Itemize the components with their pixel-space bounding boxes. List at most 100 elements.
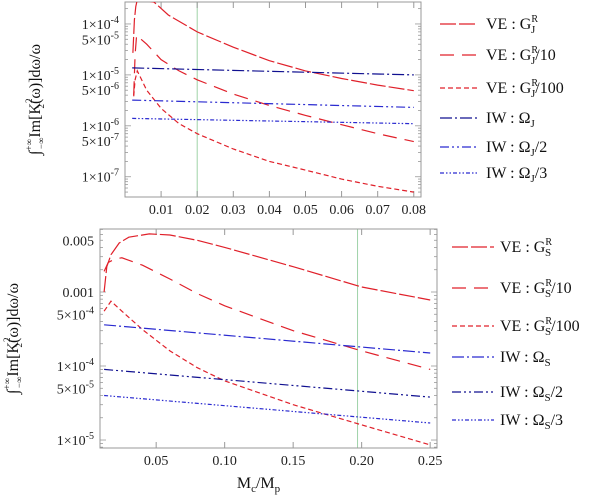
plot-frame xyxy=(99,228,438,449)
legend-label: VE : GR J/10 xyxy=(486,45,556,67)
series-line-4 xyxy=(104,368,431,398)
legend-label: VE : GR S xyxy=(500,237,552,259)
tick-mantissa: 5×10 xyxy=(82,84,111,99)
legend-label: VE : GR S/10 xyxy=(500,278,572,300)
legend-label-sub: S xyxy=(545,326,551,338)
series-line-2 xyxy=(133,69,414,193)
y-tick-label: 5×10-5 xyxy=(82,30,119,48)
y-label-part: ∫ xyxy=(27,149,45,156)
tick-exponent: -5 xyxy=(86,431,94,442)
legend-label-suffix: /2 xyxy=(535,139,547,156)
y-label-sub: −∞ xyxy=(36,138,46,150)
series-line-1 xyxy=(133,34,414,143)
legend-label-sup: R xyxy=(545,278,552,289)
legend-label-main: VE : G xyxy=(500,318,546,335)
x-tick-label: 0.25 xyxy=(418,454,443,469)
y-tick-label: 1×10-7 xyxy=(82,168,119,186)
y-axis-label: ∫+∞ −∞Im[K22(ω)]dω/ω xyxy=(24,44,46,156)
tick-exponent: -4 xyxy=(111,15,119,26)
y-tick-label: 5×10-6 xyxy=(82,81,119,99)
legend-label: IW : ΩJ/3 xyxy=(486,165,547,185)
series-line-3 xyxy=(104,324,431,354)
series-line-1 xyxy=(103,257,431,370)
x-tick-label: 0.20 xyxy=(349,454,374,469)
legend-label: VE : GR J/100 xyxy=(486,78,564,100)
legend-label-main: VE : G xyxy=(500,239,546,256)
legend-label-sub: J xyxy=(530,173,535,185)
x-tick-label: 0.15 xyxy=(281,454,306,469)
legend-label-main: VE : G xyxy=(486,16,532,33)
legend-label-suffix: /3 xyxy=(551,412,563,429)
legend-label-suffix: /10 xyxy=(551,280,571,297)
y-tick-label: 1×10-6 xyxy=(82,117,119,135)
series-line-4 xyxy=(132,99,414,108)
x-label-part: /M xyxy=(256,475,275,492)
tick-mantissa: 1×10 xyxy=(82,69,111,84)
y-tick-label: 0.001 xyxy=(63,286,95,301)
legend-label-main: IW : Ω xyxy=(500,384,545,401)
y-tick-label: 5×10-4 xyxy=(57,305,94,323)
legend-label-sub: J xyxy=(531,55,536,67)
x-tick-label: 0.10 xyxy=(212,454,237,469)
series-line-3 xyxy=(132,67,414,76)
legend-label-main: IW : Ω xyxy=(486,110,531,127)
legend-label-main: VE : G xyxy=(486,47,532,64)
legend-label: IW : ΩS/3 xyxy=(500,412,563,432)
x-tick-label: 0.02 xyxy=(185,203,210,218)
legend-label-sub: S xyxy=(544,357,550,369)
y-tick-label: 0.005 xyxy=(63,234,95,249)
tick-mantissa: 5×10 xyxy=(57,382,86,397)
legend-label-main: VE : G xyxy=(486,80,532,97)
legend-label-main: IW : Ω xyxy=(486,165,531,182)
legend-label: IW : ΩJ/2 xyxy=(486,139,547,159)
tick-mantissa: 5×10 xyxy=(82,135,111,150)
legend-label-sup: R xyxy=(531,14,538,25)
series-line-5 xyxy=(104,394,431,424)
legend-label-sub: S xyxy=(545,288,551,300)
x-tick-label: 0.03 xyxy=(221,203,246,218)
legend-label-sup: R xyxy=(545,316,552,327)
tick-mantissa: 1×10 xyxy=(57,360,86,375)
y-tick-label: 1×10-4 xyxy=(57,357,94,375)
y-label-sup: 2 xyxy=(24,98,34,103)
legend-label-sup: R xyxy=(531,78,538,89)
x-label-sub: p xyxy=(275,483,281,495)
tick-mantissa: 5×10 xyxy=(82,33,111,48)
y-label-part: ∫ xyxy=(5,388,23,395)
legend-label-suffix: /2 xyxy=(551,384,563,401)
tick-exponent: -4 xyxy=(86,305,94,316)
legend-label-sub: S xyxy=(545,247,551,259)
legend-label-sub: J xyxy=(530,147,535,159)
x-tick-label: 0.01 xyxy=(149,203,174,218)
plot-frame xyxy=(124,1,422,198)
y-label-sup: +∞ xyxy=(24,139,34,151)
series-line-0 xyxy=(132,2,414,92)
y-label-sub: −∞ xyxy=(14,377,24,389)
x-label-part: M xyxy=(237,475,251,492)
x-tick-label: 0.05 xyxy=(144,454,169,469)
legend-label-sub: J xyxy=(531,88,536,100)
y-label-sub: 2 xyxy=(36,104,46,109)
x-tick-label: 0.06 xyxy=(329,203,354,218)
legend-label-sub: S xyxy=(544,392,550,404)
legend-label-sub: J xyxy=(531,24,536,36)
y-tick-label: 1×10-5 xyxy=(57,431,94,449)
legend-label: IW : ΩJ xyxy=(486,110,535,130)
tick-mantissa: 1×10 xyxy=(82,18,111,33)
legend-label: VE : GR S/100 xyxy=(500,316,580,338)
x-tick-label: 0.04 xyxy=(257,203,282,218)
x-axis-label: Mc/Mp xyxy=(237,475,281,495)
series-line-5 xyxy=(132,117,414,125)
legend-label-main: IW : Ω xyxy=(500,349,545,366)
y-label-sub: 2 xyxy=(14,343,24,348)
x-tick-label: 0.05 xyxy=(293,203,318,218)
tick-exponent: -7 xyxy=(111,132,119,143)
x-tick-label: 0.07 xyxy=(365,203,390,218)
tick-mantissa: 0.001 xyxy=(63,286,95,301)
y-label-part: (ω)]dω/ω xyxy=(5,283,22,343)
top-plot-jupiter: 0.01 0.02 0.03 0.04 0.05 0.06 0.07 0.081×10-45×… xyxy=(24,1,564,218)
legend-label: VE : GR J xyxy=(486,14,538,36)
tick-mantissa: 1×10 xyxy=(82,120,111,135)
tick-mantissa: 0.005 xyxy=(63,234,95,249)
